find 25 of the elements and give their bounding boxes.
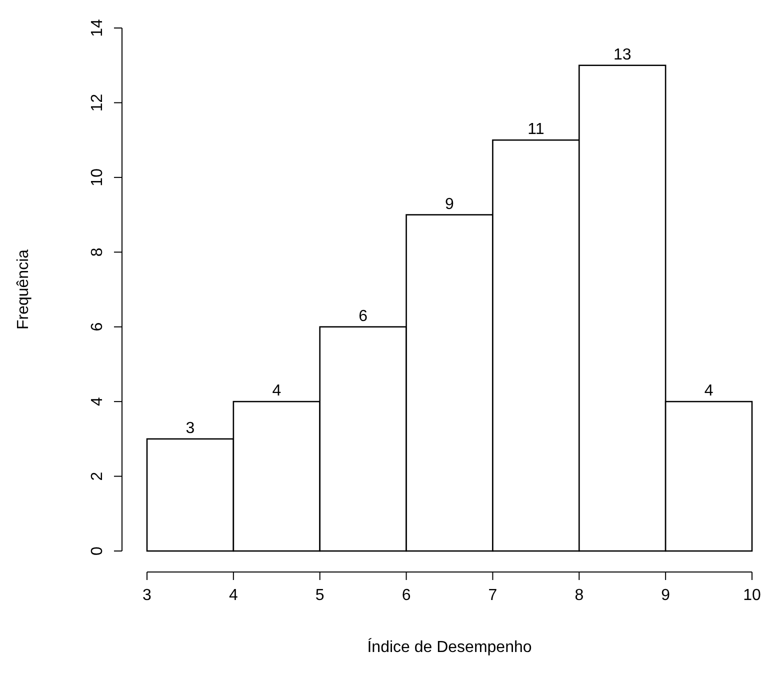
x-tick-label: 4 [228,587,238,604]
y-axis-title: Frequência [15,249,32,330]
data-label: 13 [613,46,632,64]
data-label: 6 [358,308,368,325]
y-tick-label: 2 [89,472,106,481]
x-tick-label: 6 [402,587,411,604]
x-tick-label: 5 [315,587,324,604]
x-tick-label: 9 [661,587,670,604]
x-tick-label: 10 [743,587,761,604]
x-tick-label: 7 [488,587,498,604]
data-label: 11 [528,121,544,138]
y-tick-label: 8 [89,248,106,257]
x-tick-label: 3 [142,587,152,604]
data-label: 4 [704,382,714,400]
y-tick-label: 4 [89,397,106,406]
x-tick-label: 8 [574,587,584,604]
data-label: 3 [186,420,195,437]
y-tick-label: 0 [89,546,106,556]
y-tick-label: 6 [89,322,106,332]
data-label: 9 [445,196,454,213]
y-tick-label: 14 [89,19,106,37]
x-axis-title: Índice de Desempenho [367,638,532,656]
y-tick-label: 12 [89,94,106,112]
y-tick-label: 10 [89,168,106,186]
data-label: 4 [272,382,282,400]
